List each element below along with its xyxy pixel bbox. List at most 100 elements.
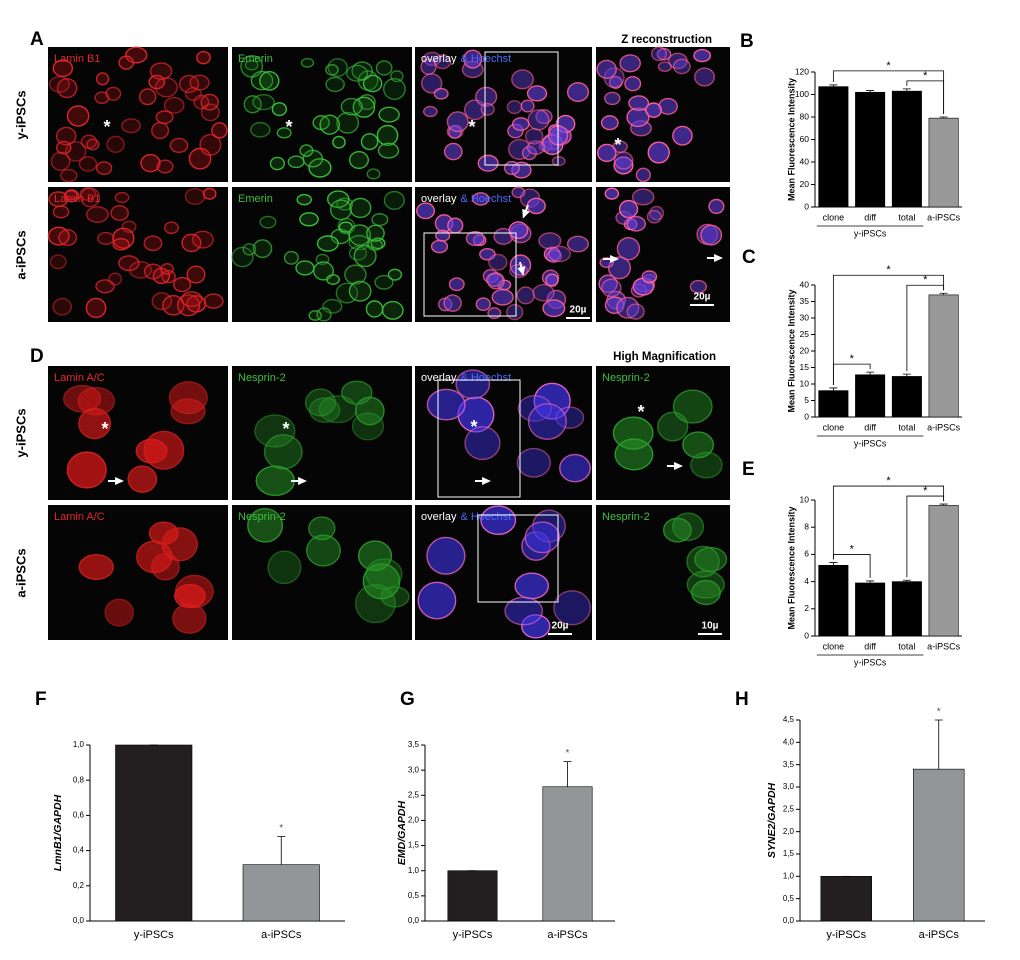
nucleus [348, 280, 372, 302]
nucleus [244, 59, 259, 71]
x-tick-label: a-iPSCs [919, 929, 960, 941]
nucleus [240, 55, 264, 78]
nucleus [383, 190, 405, 210]
channel-label: Emerin [238, 193, 273, 205]
nucleus [105, 86, 122, 101]
nucleus [596, 143, 617, 163]
nucleus [161, 527, 198, 562]
micrograph [232, 366, 412, 500]
nucleus [296, 193, 312, 206]
nucleus [689, 279, 708, 294]
channel-label: Nesprin-2 [602, 372, 650, 384]
nucleus [377, 142, 400, 159]
nucleus [252, 94, 275, 111]
nucleus [422, 105, 438, 118]
nucleus [626, 215, 647, 232]
nucleus [49, 254, 67, 270]
y-tick-label: 0,5 [783, 894, 795, 903]
nucleus [250, 121, 271, 138]
panel-letter: F [35, 689, 47, 710]
arrow [522, 204, 530, 219]
nucleus [362, 74, 383, 93]
row-label: y-iPSCs [13, 408, 28, 457]
nucleus [566, 82, 589, 103]
nucleus [154, 77, 178, 98]
nucleus [95, 279, 115, 294]
nucleus [66, 451, 107, 489]
cell-marker: * [285, 117, 292, 137]
nucleus [516, 286, 535, 305]
nucleus [184, 188, 206, 205]
nucleus [155, 110, 174, 125]
nucleus [127, 465, 158, 493]
nucleus [304, 388, 336, 417]
nucleus [308, 516, 336, 541]
row-label: a-iPSCs [13, 548, 28, 597]
nucleus [326, 274, 340, 285]
x-tick-label: clone [823, 212, 845, 222]
micrograph [415, 505, 592, 640]
nucleus [186, 265, 206, 284]
x-tick-label: total [898, 212, 915, 222]
nucleus [60, 168, 78, 183]
nucleus [332, 135, 346, 149]
panel-letter: E [742, 459, 755, 480]
nucleus [526, 197, 546, 215]
nucleus [176, 294, 201, 317]
nucleus [613, 151, 634, 170]
nucleus [211, 122, 228, 139]
error-bar [902, 88, 911, 92]
nucleus [255, 465, 296, 497]
y-tick-label: 2,5 [783, 804, 795, 813]
nucleus [524, 521, 561, 554]
y-tick-label: 40 [800, 156, 810, 166]
nucleus [426, 388, 466, 421]
nucleus [199, 133, 222, 156]
micrograph [232, 505, 412, 640]
error-bar [829, 387, 838, 391]
nucleus [511, 186, 526, 199]
nucleus [80, 187, 101, 208]
y-tick-label: 2 [804, 603, 809, 613]
error-bar [939, 292, 948, 295]
nucleus [603, 91, 621, 106]
nucleus [271, 102, 288, 117]
nucleus [104, 598, 134, 627]
y-tick-label: 3,0 [408, 765, 420, 774]
x-tick-label: a-iPSCs [927, 422, 961, 432]
nucleus [180, 291, 203, 308]
nucleus [110, 204, 129, 221]
y-tick-label: 4,5 [783, 715, 795, 724]
nucleus [618, 199, 639, 219]
nucleus [181, 233, 202, 253]
nucleus [125, 46, 148, 64]
channel-label: Nesprin-2 [238, 372, 286, 384]
nucleus [318, 395, 357, 424]
significance-label: * [937, 707, 941, 718]
micrograph [47, 187, 228, 322]
significance-label: * [850, 543, 855, 555]
nucleus [508, 221, 529, 240]
nucleus [504, 596, 544, 626]
bar [928, 117, 959, 208]
nucleus [316, 235, 339, 252]
nucleus [416, 202, 436, 220]
y-tick-label: 0 [804, 201, 809, 211]
micrograph-background [48, 47, 228, 182]
nucleus [346, 64, 369, 82]
y-tick-label: 0,6 [73, 811, 85, 820]
nucleus [535, 109, 553, 125]
nucleus [465, 230, 485, 247]
nucleus [78, 156, 98, 172]
y-axis-title: Mean Fluorescence Intensity [786, 78, 796, 201]
nucleus [325, 76, 345, 92]
y-axis-title: LmnB1/GAPDH [52, 794, 64, 871]
nucleus [475, 297, 491, 311]
micrograph [48, 366, 228, 500]
scale-bar-label: 20µ [694, 292, 711, 303]
nucleus [360, 133, 379, 151]
y-tick-label: 20 [800, 179, 810, 189]
nucleus [118, 55, 135, 70]
x-tick-label: diff [864, 212, 876, 222]
nucleus [319, 114, 340, 135]
